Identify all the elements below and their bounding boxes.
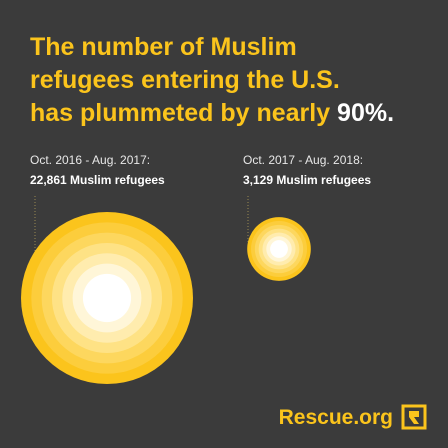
- source: Rescue.org: [279, 406, 393, 429]
- category-label: Oct. 2017 - Aug. 2018:: [243, 153, 363, 167]
- category-label: Oct. 2016 - Aug. 2017:: [30, 153, 150, 167]
- logo-box: [401, 404, 427, 430]
- glow-ring: [270, 240, 288, 258]
- title-highlight: 90%.: [337, 99, 394, 127]
- value-label: 3,129 Muslim refugees: [243, 173, 371, 187]
- value-label: 22,861 Muslim refugees: [30, 173, 165, 187]
- logo-mark: [409, 411, 419, 424]
- chart-title: The number of Muslim refugees entering th…: [30, 33, 394, 127]
- glow-ring: [82, 273, 132, 323]
- logo: Rescue.org: [279, 404, 427, 430]
